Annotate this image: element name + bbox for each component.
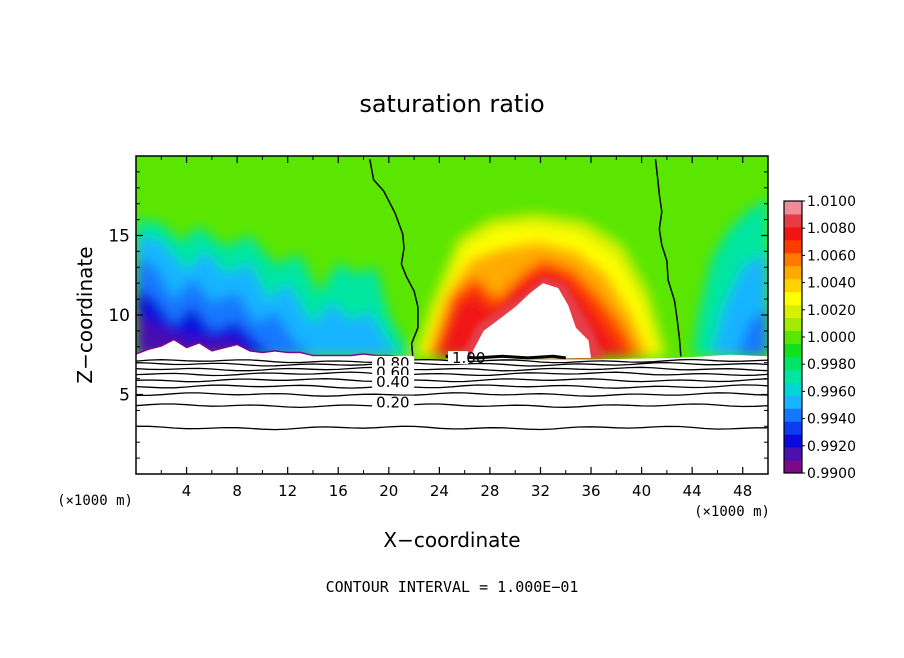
colorbar-swatch-1: [784, 447, 802, 461]
y-tick-label-15: 15: [108, 227, 130, 247]
x-axis-label: X−coordinate: [383, 528, 520, 552]
colorbar-label-5: 1.0000: [807, 330, 856, 346]
contour-interval-note: CONTOUR INTERVAL = 1.000E−01: [326, 578, 579, 596]
colorbar-label-7: 1.0040: [807, 276, 856, 292]
x-tick-label-48: 48: [733, 482, 752, 500]
colorbar-swatch-20: [784, 201, 802, 215]
contour-label-bg-4: [448, 351, 468, 365]
contour-label-bg-2: [372, 374, 415, 388]
y-tick-label-5: 5: [119, 386, 130, 406]
colorbar-label-0: 0.9900: [807, 466, 856, 482]
contour-1.0-surface: [445, 354, 566, 360]
x-unit-left: (×1000 m): [57, 493, 133, 509]
colorbar-swatch-16: [784, 252, 802, 267]
colorbar-swatch-15: [784, 265, 802, 280]
x-tick-label-44: 44: [683, 482, 702, 500]
surface-contour-7: [135, 403, 769, 409]
x-tick-label-32: 32: [531, 482, 550, 500]
colorbar-swatch-12: [784, 304, 802, 319]
x-tick-label-28: 28: [480, 482, 499, 500]
colorbar-swatch-6: [784, 382, 802, 396]
surface-contour-6: [136, 392, 769, 397]
contour-1.0-right: [654, 159, 682, 357]
max-region-hole: [468, 283, 591, 360]
x-unit-right: (×1000 m): [694, 504, 770, 520]
x-tick-label-36: 36: [581, 482, 600, 500]
plot-area: [136, 156, 768, 474]
colorbar-swatch-4: [784, 408, 802, 422]
colorbar-label-10: 1.0100: [807, 194, 856, 210]
colorbar-swatch-2: [784, 434, 802, 448]
colorbar-swatch-3: [784, 421, 802, 435]
colorbar-swatch-17: [784, 239, 802, 254]
colorbar-label-4: 0.9980: [807, 357, 856, 373]
colorbar-swatch-9: [784, 343, 802, 357]
colorbar-swatch-18: [784, 226, 802, 241]
colorbar-swatch-10: [784, 330, 802, 344]
y-tick-label-10: 10: [108, 306, 130, 326]
surface-contour-3: [135, 371, 769, 377]
colorbar-label-6: 1.0020: [807, 303, 856, 319]
x-tick-label-12: 12: [278, 482, 297, 500]
contour-layer: 0.800.600.400.201.00: [135, 159, 769, 431]
contour-label-4: 1.00: [452, 349, 485, 367]
colorbar-swatch-19: [784, 213, 802, 228]
surface-contour-5: [135, 384, 769, 389]
colorbar-swatch-14: [784, 278, 802, 293]
field-right-blue: [736, 307, 768, 357]
x-tick-label-16: 16: [329, 482, 348, 500]
x-tick-label-40: 40: [632, 482, 651, 500]
x-tick-label-20: 20: [379, 482, 398, 500]
colorbar-label-1: 0.9920: [807, 439, 856, 455]
colorbar-label-9: 1.0080: [807, 221, 856, 237]
colorbar-swatch-11: [784, 317, 802, 332]
colorbar: 0.9900 0.9920 0.9940 0.9960 0.9980 1.0000 1.00…: [783, 194, 856, 482]
colorbar-swatch-8: [784, 356, 802, 370]
colorbar-swatch-5: [784, 395, 802, 409]
contour-label-3: 0.20: [376, 394, 409, 412]
contour-1.0-left: [369, 159, 419, 357]
colorbar-label-2: 0.9940: [807, 412, 856, 428]
saturation-field: [136, 156, 768, 360]
surface-contour-2: [135, 366, 769, 372]
surface-contour-4: [135, 378, 769, 383]
colorbar-label-3: 0.9960: [807, 384, 856, 400]
surface-contour-1: [135, 361, 769, 367]
contour-label-bg-3: [372, 395, 415, 409]
contour-label-2: 0.40: [376, 373, 409, 391]
colorbar-swatch-13: [784, 291, 802, 306]
colorbar-swatch-0: [784, 460, 802, 474]
chart-title: saturation ratio: [359, 90, 544, 118]
surface-contour-8: [136, 425, 768, 431]
y-axis-label: Z−coordinate: [73, 246, 97, 383]
x-tick-label-4: 4: [182, 482, 192, 500]
colorbar-swatch-7: [784, 369, 802, 383]
colorbar-label-8: 1.0060: [807, 248, 856, 264]
x-tick-label-8: 8: [232, 482, 242, 500]
x-tick-label-24: 24: [430, 482, 449, 500]
